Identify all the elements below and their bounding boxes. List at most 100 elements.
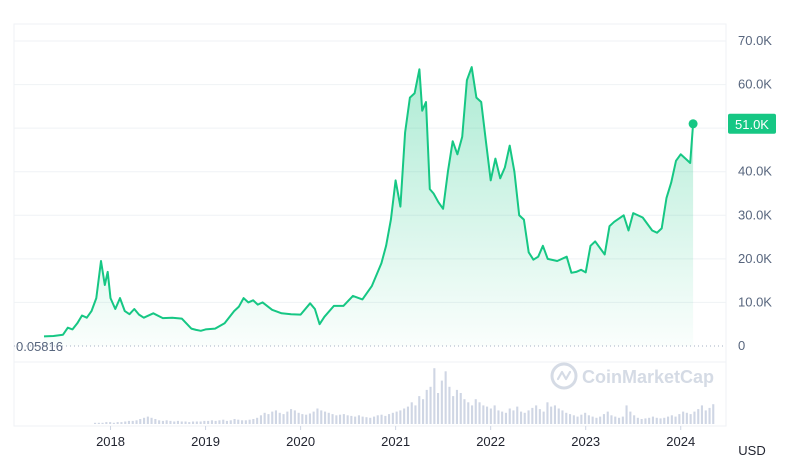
volume-bar bbox=[350, 415, 353, 424]
volume-bar bbox=[290, 409, 293, 424]
volume-bar bbox=[569, 414, 572, 424]
volume-bar bbox=[161, 420, 164, 424]
watermark: CoinMarketCap bbox=[550, 362, 714, 390]
volume-bar bbox=[218, 420, 221, 424]
volume-bar bbox=[693, 411, 696, 424]
volume-bar bbox=[305, 414, 308, 424]
volume-bar bbox=[373, 416, 376, 424]
price-line[interactable] bbox=[43, 66, 695, 338]
volume-bar bbox=[154, 419, 157, 424]
x-tick-label: 2019 bbox=[191, 434, 220, 449]
volume-bar bbox=[644, 418, 647, 424]
volume-bar bbox=[478, 402, 481, 424]
volume-bar bbox=[504, 412, 507, 424]
y-tick-label: 20.0K bbox=[738, 251, 772, 266]
volume-bar bbox=[403, 408, 406, 424]
volume-bar bbox=[274, 410, 277, 424]
volume-bar bbox=[312, 411, 315, 424]
last-price-label: 51.0K bbox=[735, 117, 769, 132]
volume-bar bbox=[188, 422, 191, 424]
volume-bar bbox=[112, 422, 115, 424]
volume-bar bbox=[131, 420, 134, 424]
volume-bar bbox=[440, 380, 443, 424]
volume-bar bbox=[614, 416, 617, 424]
volume-bar bbox=[406, 406, 409, 424]
volume-bar bbox=[602, 414, 605, 424]
x-tick-label: 2022 bbox=[476, 434, 505, 449]
volume-bar bbox=[399, 410, 402, 424]
volume-bar bbox=[256, 417, 259, 424]
volume-bar bbox=[633, 415, 636, 424]
volume-bar bbox=[459, 393, 462, 424]
volume-bar bbox=[105, 422, 108, 424]
volume-bar bbox=[516, 406, 519, 424]
volume-bar bbox=[471, 405, 474, 424]
volume-bar bbox=[101, 422, 104, 424]
volume-bar bbox=[625, 405, 628, 424]
plot-frame bbox=[13, 23, 727, 427]
last-price-badge-bg bbox=[728, 113, 776, 134]
volume-bar bbox=[222, 419, 225, 424]
volume-bar bbox=[708, 407, 711, 424]
volume-bar bbox=[388, 414, 391, 424]
volume-bar bbox=[357, 415, 360, 424]
volume-bar bbox=[535, 405, 538, 424]
volume-bar bbox=[369, 417, 372, 424]
volume-bar bbox=[508, 408, 511, 424]
volume-bar bbox=[259, 415, 262, 424]
volume-bar bbox=[448, 386, 451, 424]
volume-bar bbox=[229, 420, 232, 424]
y-tick-label: 10.0K bbox=[738, 294, 772, 309]
volume-bar bbox=[225, 420, 228, 424]
volume-bar bbox=[550, 406, 553, 424]
volume-bar bbox=[210, 420, 213, 424]
volume-bar bbox=[384, 415, 387, 424]
watermark-text: CoinMarketCap bbox=[582, 367, 714, 387]
volume-bar bbox=[297, 412, 300, 424]
volume-bar bbox=[192, 421, 195, 424]
volume-bar bbox=[712, 404, 715, 424]
x-tick-label: 2024 bbox=[666, 434, 695, 449]
volume-bar bbox=[667, 416, 670, 424]
volume-bar bbox=[629, 411, 632, 424]
volume-bar bbox=[678, 414, 681, 424]
volume-bar bbox=[143, 417, 146, 424]
volume-bar bbox=[244, 420, 247, 424]
volume-bar bbox=[346, 415, 349, 424]
volume-bar bbox=[135, 420, 138, 424]
volume-bar bbox=[150, 417, 153, 424]
volume-bar bbox=[233, 419, 236, 424]
volume-bar bbox=[599, 416, 602, 424]
volume-bar bbox=[595, 417, 598, 424]
volume-bar bbox=[165, 420, 168, 424]
x-tick-label: 2023 bbox=[571, 434, 600, 449]
volume-bar bbox=[127, 420, 130, 424]
volume-bar bbox=[538, 409, 541, 424]
volume-bar bbox=[486, 406, 489, 424]
volume-bar bbox=[655, 417, 658, 424]
volume-bar bbox=[651, 416, 654, 424]
volume-bar bbox=[124, 421, 127, 424]
volume-bar bbox=[361, 416, 364, 424]
volume-bar bbox=[621, 416, 624, 424]
volume-bar bbox=[584, 412, 587, 424]
volume-bar bbox=[553, 405, 556, 424]
volume-bar bbox=[278, 412, 281, 424]
volume-bar bbox=[512, 410, 515, 424]
volume-bar bbox=[474, 399, 477, 424]
volume-bar bbox=[308, 413, 311, 424]
volume-bar bbox=[248, 419, 251, 424]
y-tick-label: 60.0K bbox=[738, 77, 772, 92]
volume-bar bbox=[214, 420, 217, 424]
volume-bar bbox=[252, 419, 255, 424]
last-price-dot bbox=[688, 119, 698, 129]
volume-bar bbox=[659, 418, 662, 424]
volume-bar bbox=[395, 411, 398, 424]
x-axis-ticks: 2018 2019 2020 2021 2022 2023 2024 bbox=[96, 426, 695, 449]
y-tick-label: 0 bbox=[738, 338, 745, 353]
y-tick-label: 30.0K bbox=[738, 207, 772, 222]
volume-bar bbox=[565, 412, 568, 424]
y-tick-label: 70.0K bbox=[738, 33, 772, 48]
